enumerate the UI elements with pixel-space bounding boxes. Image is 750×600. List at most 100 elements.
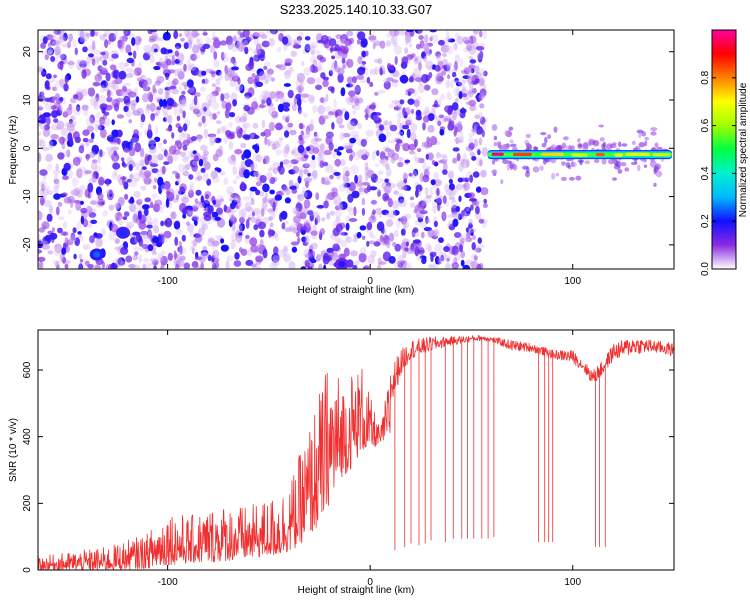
heatmap-cell [430,179,436,186]
heatmap-cell [480,169,487,178]
heatmap-cell [397,217,405,222]
heatmap-cell [273,246,279,255]
heatmap-cell [342,181,348,189]
heatmap-cell [413,99,420,108]
heatmap-cell [391,99,400,105]
heatmap-cell [108,32,117,42]
heatmap-cell [52,86,57,92]
heatmap-cell [198,121,202,127]
heatmap-cell [448,179,453,184]
heatmap-cell [598,124,604,128]
heatmap-cell [183,42,189,50]
heatmap-cell [142,204,150,210]
heatmap-cell [97,94,106,104]
heatmap-cell [437,256,445,265]
heatmap-cell [416,212,420,219]
heatmap-cell [66,121,75,128]
heatmap-cell [346,83,354,88]
heatmap-cell [258,71,267,81]
heatmap-cell [38,260,44,269]
heatmap-cell [267,198,276,202]
heatmap-cell [95,237,103,248]
heatmap-cell [437,98,442,108]
heatmap-cell [219,198,224,203]
heatmap-cell [135,162,141,171]
heatmap-cell [283,45,288,51]
heatmap-cell [243,112,247,122]
heatmap-cell [345,96,353,104]
heatmap-cell [202,172,209,182]
heatmap-cell [198,158,204,167]
heatmap-cell [413,151,417,162]
heatmap-cell [386,219,394,228]
heatmap-cell [104,39,109,49]
heatmap-cell [424,34,429,44]
heatmap-cell [229,81,237,87]
heatmap-cell [428,264,435,269]
y-tick-label: 20 [22,46,33,58]
heatmap-cell [252,144,258,150]
heatmap-cell [219,171,226,176]
heatmap-cell [354,98,360,107]
heatmap-cell [110,82,116,90]
heatmap-cell [148,140,156,150]
heatmap-cell [178,103,182,108]
heatmap-cell [124,193,129,200]
heatmap-cell [140,230,149,239]
heatmap-cell [450,212,456,217]
heatmap-cell [370,102,376,111]
heatmap-cell [195,233,203,243]
heatmap-cell [478,218,485,224]
heatmap-cell [326,112,333,118]
heatmap-cell [243,169,251,179]
colorbar-label: Normalized spectral amplitude [738,82,749,217]
heatmap-cell [111,152,120,162]
heatmap-cell [153,177,158,183]
heatmap-cell [168,69,176,74]
heatmap-cell [302,186,306,195]
heatmap-cell [231,75,240,82]
heatmap-cell [262,183,270,193]
heatmap-cell [47,163,53,171]
heatmap-cell [178,33,183,37]
heatmap-cell [439,154,448,158]
heatmap-cell [111,119,115,126]
heatmap-cell [176,177,181,184]
heatmap-cell [411,170,418,179]
heatmap-cell [212,175,220,184]
heatmap-cell [365,106,370,115]
heatmap-cell [468,45,477,55]
heatmap-cell [568,145,572,152]
heatmap-cell [97,154,101,164]
heatmap-cell [408,172,413,177]
heatmap-cell [435,76,443,85]
heatmap-cell [48,140,54,150]
heatmap-cell [243,105,250,112]
heatmap-cell [224,72,230,82]
heatmap-cell [307,210,314,216]
heatmap-cell [418,157,425,164]
heatmap-cell [167,252,173,261]
heatmap-cell [509,139,514,144]
heatmap-cell [245,36,252,43]
heatmap-cell [181,99,187,108]
heatmap-cell [121,157,125,162]
heatmap-cell [483,198,488,204]
heatmap-cell [154,34,160,43]
heatmap-cell [129,173,134,181]
heatmap-cell [475,72,482,78]
heatmap-cell [105,79,111,88]
heatmap-cell [126,156,133,163]
heatmap-cell [291,246,298,253]
heatmap-cell [296,212,305,218]
heatmap-cell [453,73,457,78]
heatmap-cell [285,143,290,154]
heatmap-cell [63,83,69,92]
heatmap-cell [475,186,482,193]
heatmap-cell [362,266,369,269]
heatmap-cell [337,201,343,209]
heatmap-cell [58,136,63,145]
heatmap-cell [98,176,105,186]
heatmap-cell [406,30,414,33]
heatmap-cell [383,195,390,201]
